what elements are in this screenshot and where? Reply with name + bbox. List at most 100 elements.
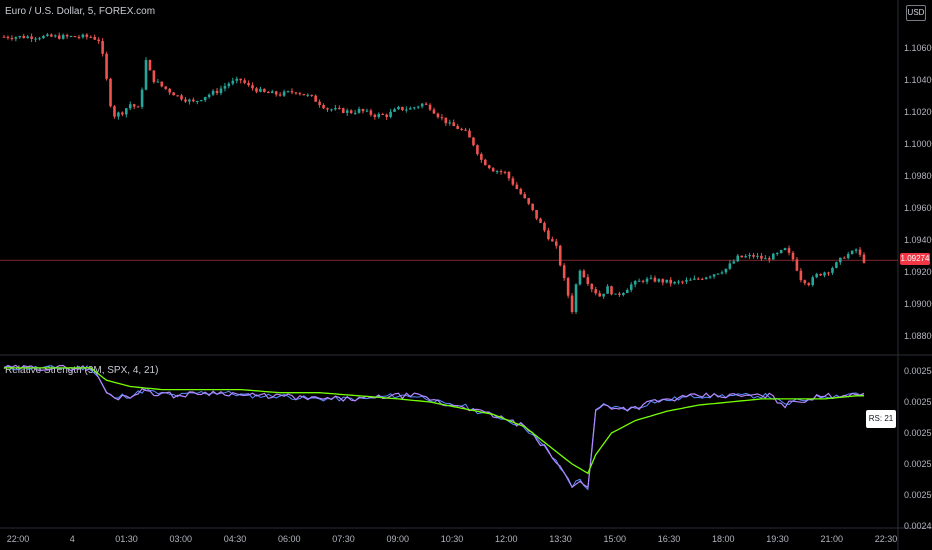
time-axis-tick: 10:30: [441, 534, 464, 544]
candle-body: [235, 78, 239, 81]
time-axis-tick: 22:00: [7, 534, 30, 544]
candle-body: [148, 60, 152, 71]
candle-body: [846, 254, 850, 259]
candle-body: [566, 278, 570, 296]
candle-body: [432, 109, 436, 114]
candle-body: [365, 110, 369, 112]
candle-body: [180, 95, 183, 100]
candle-body: [132, 104, 136, 107]
candle-body: [314, 95, 317, 102]
candle-body: [97, 39, 100, 42]
indicator-title: Relative Strength (3M, SPX, 4, 21): [5, 365, 159, 376]
candle-body: [594, 289, 598, 294]
candle-body: [807, 283, 811, 286]
candle-body: [409, 108, 412, 110]
candle-body: [697, 278, 700, 280]
candle-body: [164, 86, 168, 89]
candle-body: [2, 36, 6, 38]
candle-body: [614, 293, 617, 295]
candle-body: [764, 258, 767, 260]
rs-fast-line: [3, 365, 865, 491]
candle-body: [448, 122, 452, 124]
candle-body: [207, 94, 211, 97]
candle-body: [255, 88, 258, 92]
candle-body: [554, 241, 558, 246]
time-axis-tick: 16:30: [658, 534, 681, 544]
candle-body: [121, 112, 124, 115]
candle-body: [547, 230, 550, 240]
candle-body: [397, 106, 400, 110]
currency-button[interactable]: USD: [906, 5, 926, 21]
candle-body: [531, 203, 534, 210]
candle-body: [850, 250, 854, 255]
candle-body: [219, 88, 223, 94]
candle-body: [286, 91, 290, 93]
candle-body: [318, 101, 321, 105]
candle-body: [124, 108, 128, 115]
candle-body: [487, 165, 491, 169]
candle-body: [752, 255, 755, 257]
candle-body: [393, 109, 396, 112]
candle-body: [657, 279, 661, 282]
candle-body: [172, 92, 175, 96]
candle-body: [460, 128, 463, 130]
candle-body: [799, 270, 803, 281]
candle-body: [586, 277, 590, 284]
candle-body: [570, 295, 574, 312]
rs-value-tag: RS: 21: [866, 410, 896, 428]
candle-body: [389, 111, 392, 117]
time-axis-tick: 03:00: [169, 534, 192, 544]
candle-body: [420, 103, 424, 107]
candle-body: [795, 259, 799, 271]
candle-body: [602, 293, 605, 297]
candle-body: [203, 96, 207, 101]
candle-body: [558, 245, 562, 266]
candle-body: [476, 145, 479, 155]
candle-body: [732, 261, 736, 264]
candle-body: [57, 35, 61, 39]
candle-body: [168, 88, 171, 93]
candle-body: [862, 254, 866, 263]
candle-body: [18, 36, 22, 38]
candle-body: [507, 171, 511, 179]
rs-axis-tick: 0.00253: [904, 397, 932, 407]
candle-body: [223, 86, 227, 89]
candle-body: [263, 88, 266, 92]
candle-body: [306, 94, 310, 96]
candle-body: [105, 53, 108, 79]
candle-body: [618, 293, 621, 295]
candle-body: [661, 279, 665, 283]
candle-body: [416, 106, 420, 108]
candle-body: [811, 277, 815, 286]
candle-body: [42, 35, 45, 39]
candle-body: [562, 265, 566, 279]
candle-body: [341, 108, 345, 113]
candle-body: [511, 178, 515, 185]
candle-body: [677, 281, 680, 283]
candle-body: [282, 91, 286, 96]
candle-body: [381, 114, 385, 116]
candle-body: [744, 256, 747, 258]
candle-body: [720, 272, 724, 274]
candle-body: [109, 78, 112, 107]
time-axis-tick: 18:00: [712, 534, 735, 544]
candle-body: [629, 284, 633, 290]
candle-body: [267, 91, 270, 94]
candle-body: [81, 34, 85, 38]
price-axis-tick: 1.10000: [904, 139, 932, 149]
candle-body: [199, 100, 203, 102]
candle-body: [53, 35, 57, 37]
candle-body: [756, 255, 759, 257]
candle-body: [77, 37, 81, 39]
candle-body: [740, 255, 744, 258]
candle-body: [231, 80, 235, 84]
candle-body: [357, 109, 361, 113]
time-axis-tick: 4: [70, 534, 75, 544]
candle-body: [401, 106, 404, 111]
candle-body: [405, 109, 408, 111]
candle-body: [338, 108, 341, 110]
candle-body: [633, 281, 637, 285]
rs-ma-line: [4, 367, 864, 475]
